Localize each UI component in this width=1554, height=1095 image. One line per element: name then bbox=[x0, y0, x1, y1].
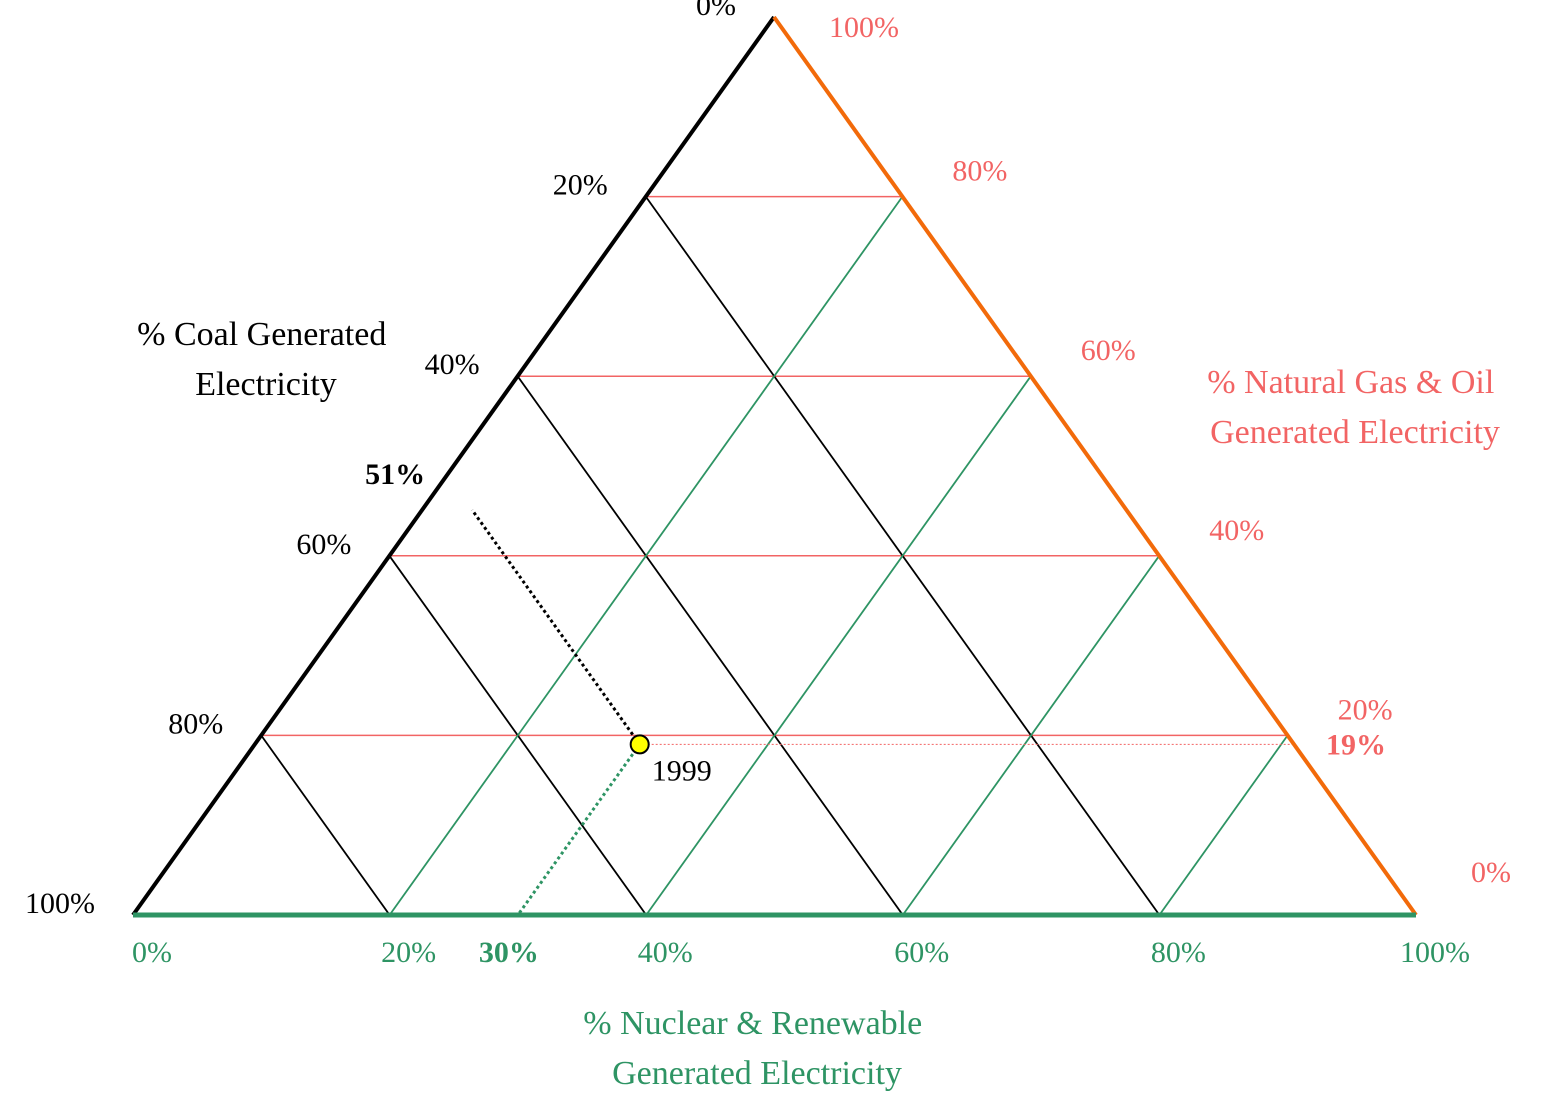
coal-axis-title-line-2: Electricity bbox=[195, 366, 337, 403]
coal-tick-label: 40% bbox=[425, 348, 480, 381]
gas-oil-tick-label: 20% bbox=[1338, 693, 1393, 726]
coal-tick-label: 20% bbox=[553, 169, 608, 202]
nuclear-tick-label: 60% bbox=[894, 936, 949, 969]
data-point-marker bbox=[629, 734, 650, 755]
gas-oil-axis-edge bbox=[772, 15, 1418, 917]
nuclear-gridline-80 bbox=[1158, 734, 1289, 916]
data-points: 1999 bbox=[629, 734, 712, 787]
coal-tick-label: 0% bbox=[696, 0, 736, 22]
coal-axis-title-line-1: % Coal Generated bbox=[137, 316, 386, 353]
nuclear-tick-label: 0% bbox=[132, 936, 172, 969]
point-guides bbox=[470, 509, 1295, 916]
triangle-edges bbox=[131, 15, 1418, 918]
nuclear-tick-label: 100% bbox=[1400, 936, 1470, 969]
coal-tick-label: 80% bbox=[168, 707, 223, 740]
nuclear-gridline-20 bbox=[388, 196, 904, 916]
nuclear-callout-label: 30% bbox=[479, 936, 539, 969]
gas-oil-tick-label: 40% bbox=[1209, 514, 1264, 547]
coal-gridline-80 bbox=[260, 734, 391, 916]
gas-oil-tick-label: 100% bbox=[829, 11, 899, 44]
nuclear-tick-label: 80% bbox=[1151, 936, 1206, 969]
coal-tick-label: 100% bbox=[25, 887, 95, 920]
gas-oil-callout-label: 19% bbox=[1326, 728, 1386, 761]
gas-oil-axis-title: % Natural Gas & Oil Generated Electricit… bbox=[1207, 364, 1503, 451]
nuclear-axis-title: % Nuclear & Renewable Generated Electric… bbox=[583, 1005, 930, 1092]
coal-gridline-40 bbox=[516, 375, 904, 916]
coal-axis-title: % Coal Generated Electricity bbox=[137, 316, 395, 403]
coal-guide-line bbox=[470, 509, 641, 746]
nuclear-gridline-60 bbox=[902, 555, 1160, 916]
data-point-label: 1999 bbox=[652, 754, 712, 787]
coal-callout-label: 51% bbox=[365, 458, 425, 491]
grid-lines bbox=[260, 195, 1289, 916]
gas-oil-tick-label: 60% bbox=[1081, 334, 1136, 367]
nuclear-tick-label: 40% bbox=[638, 936, 693, 969]
gas-oil-axis-title-line-2: Generated Electricity bbox=[1210, 414, 1500, 451]
coal-tick-label: 60% bbox=[296, 528, 351, 561]
gas-oil-tick-label: 0% bbox=[1471, 856, 1511, 889]
gas-oil-tick-label: 80% bbox=[952, 155, 1007, 188]
nuclear-tick-label: 20% bbox=[381, 936, 436, 969]
nuclear-gridline-40 bbox=[645, 375, 1032, 916]
gas-oil-axis-title-line-1: % Natural Gas & Oil bbox=[1207, 364, 1494, 401]
tick-labels: 0% 20% 40% 60% 80% 100% 0% 20% 40% 60% 80% 100% 0% 20… bbox=[25, 0, 1511, 969]
nuclear-guide-line bbox=[516, 743, 641, 916]
nuclear-axis-title-line-1: % Nuclear & Renewable bbox=[583, 1005, 922, 1042]
coal-axis-edge bbox=[131, 15, 776, 917]
nuclear-axis-title-line-2: Generated Electricity bbox=[612, 1055, 902, 1092]
